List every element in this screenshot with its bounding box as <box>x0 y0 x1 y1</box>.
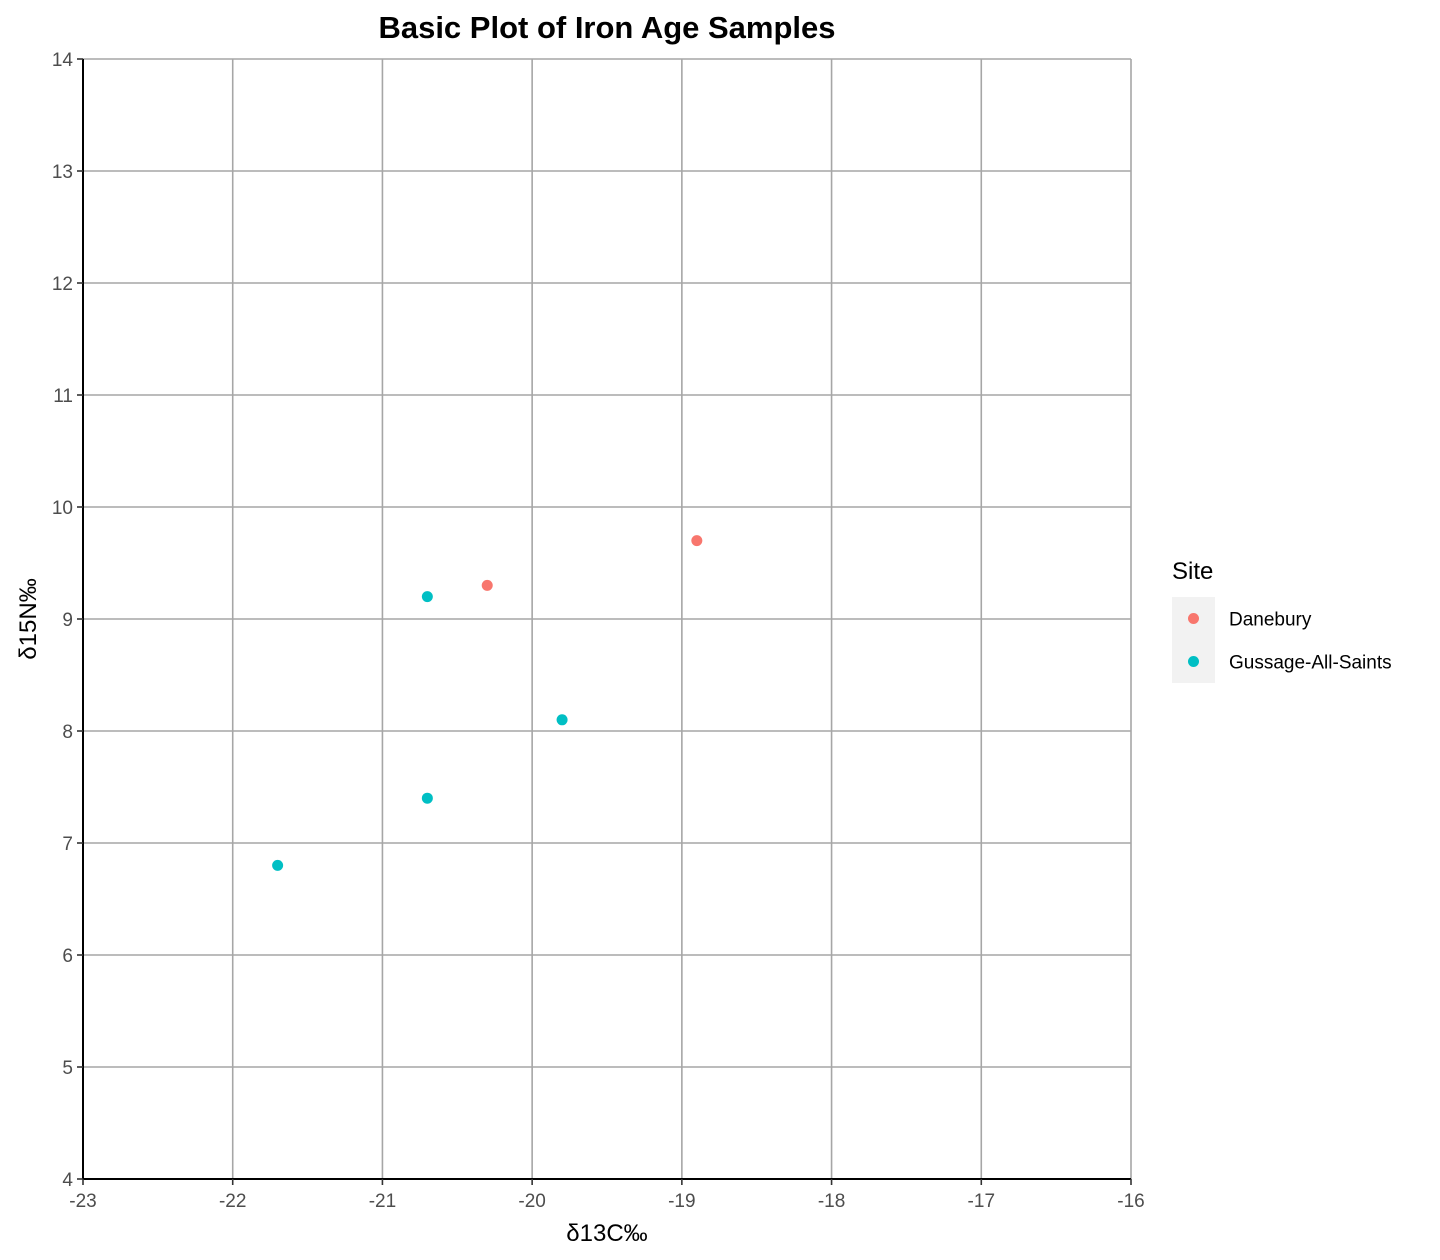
y-tick-label: 12 <box>52 274 73 295</box>
data-point-gussage-all-saints <box>421 792 433 804</box>
legend-title: Site <box>1172 558 1213 585</box>
x-tick-label: -21 <box>369 1191 396 1212</box>
legend: Site Danebury Gussage-All-Saints <box>1172 558 1392 683</box>
legend-label: Danebury <box>1229 610 1312 631</box>
data-point-gussage-all-saints <box>272 859 284 871</box>
x-axis-title: δ13C‰ <box>566 1220 647 1247</box>
x-tick-label: -22 <box>219 1191 246 1212</box>
x-tick-label: -17 <box>968 1191 995 1212</box>
legend-label: Gussage-All-Saints <box>1229 653 1392 674</box>
y-axis-ticks: 4 5 6 7 8 9 10 11 12 13 14 <box>52 50 83 1191</box>
y-tick-label: 4 <box>62 1170 73 1191</box>
y-tick-label: 7 <box>62 834 73 855</box>
chart-title: Basic Plot of Iron Age Samples <box>378 10 835 45</box>
data-point-gussage-all-saints <box>421 591 433 603</box>
legend-items: Danebury Gussage-All-Saints <box>1172 597 1392 683</box>
y-tick-label: 14 <box>52 50 74 71</box>
y-tick-label: 10 <box>52 498 73 519</box>
data-points <box>272 535 703 871</box>
y-tick-label: 6 <box>62 946 73 967</box>
y-tick-label: 5 <box>62 1058 73 1079</box>
plot-grid <box>82 58 1132 1180</box>
x-tick-label: -19 <box>668 1191 695 1212</box>
y-tick-label: 8 <box>62 722 73 743</box>
data-point-gussage-all-saints <box>556 714 568 726</box>
y-tick-label: 13 <box>52 162 73 183</box>
x-axis-ticks: -23 -22 -21 -20 -19 -18 -17 -16 <box>69 1179 1145 1212</box>
x-tick-label: -16 <box>1117 1191 1144 1212</box>
y-tick-label: 9 <box>62 610 73 631</box>
x-tick-label: -23 <box>69 1191 96 1212</box>
x-tick-label: -20 <box>518 1191 545 1212</box>
data-point-danebury <box>691 535 703 547</box>
data-point-danebury <box>481 579 493 591</box>
x-tick-label: -18 <box>818 1191 845 1212</box>
legend-key-marker <box>1188 613 1199 624</box>
legend-key-marker <box>1188 656 1199 667</box>
y-axis-title: δ15N‰ <box>15 578 42 659</box>
y-tick-label: 11 <box>53 386 73 407</box>
